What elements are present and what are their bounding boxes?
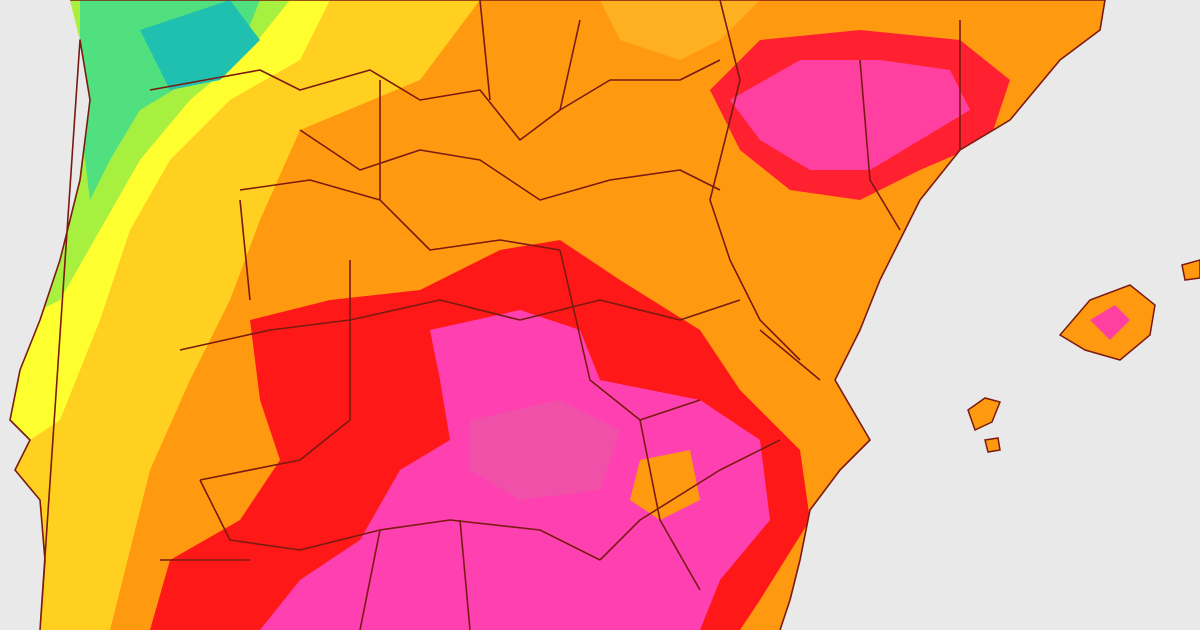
- formentera: [984, 437, 1001, 453]
- light-orange-zone: [600, 0, 760, 60]
- magenta-core: [470, 400, 620, 500]
- ibiza: [967, 397, 1002, 432]
- coastline: [9, 0, 1106, 630]
- magenta-zone-ne: [730, 60, 970, 170]
- orange-patch: [630, 450, 700, 520]
- menorca: [1181, 259, 1200, 281]
- cyan-zone: [140, 0, 260, 90]
- mallorca-hot: [1090, 305, 1130, 340]
- province-borders: [149, 0, 961, 630]
